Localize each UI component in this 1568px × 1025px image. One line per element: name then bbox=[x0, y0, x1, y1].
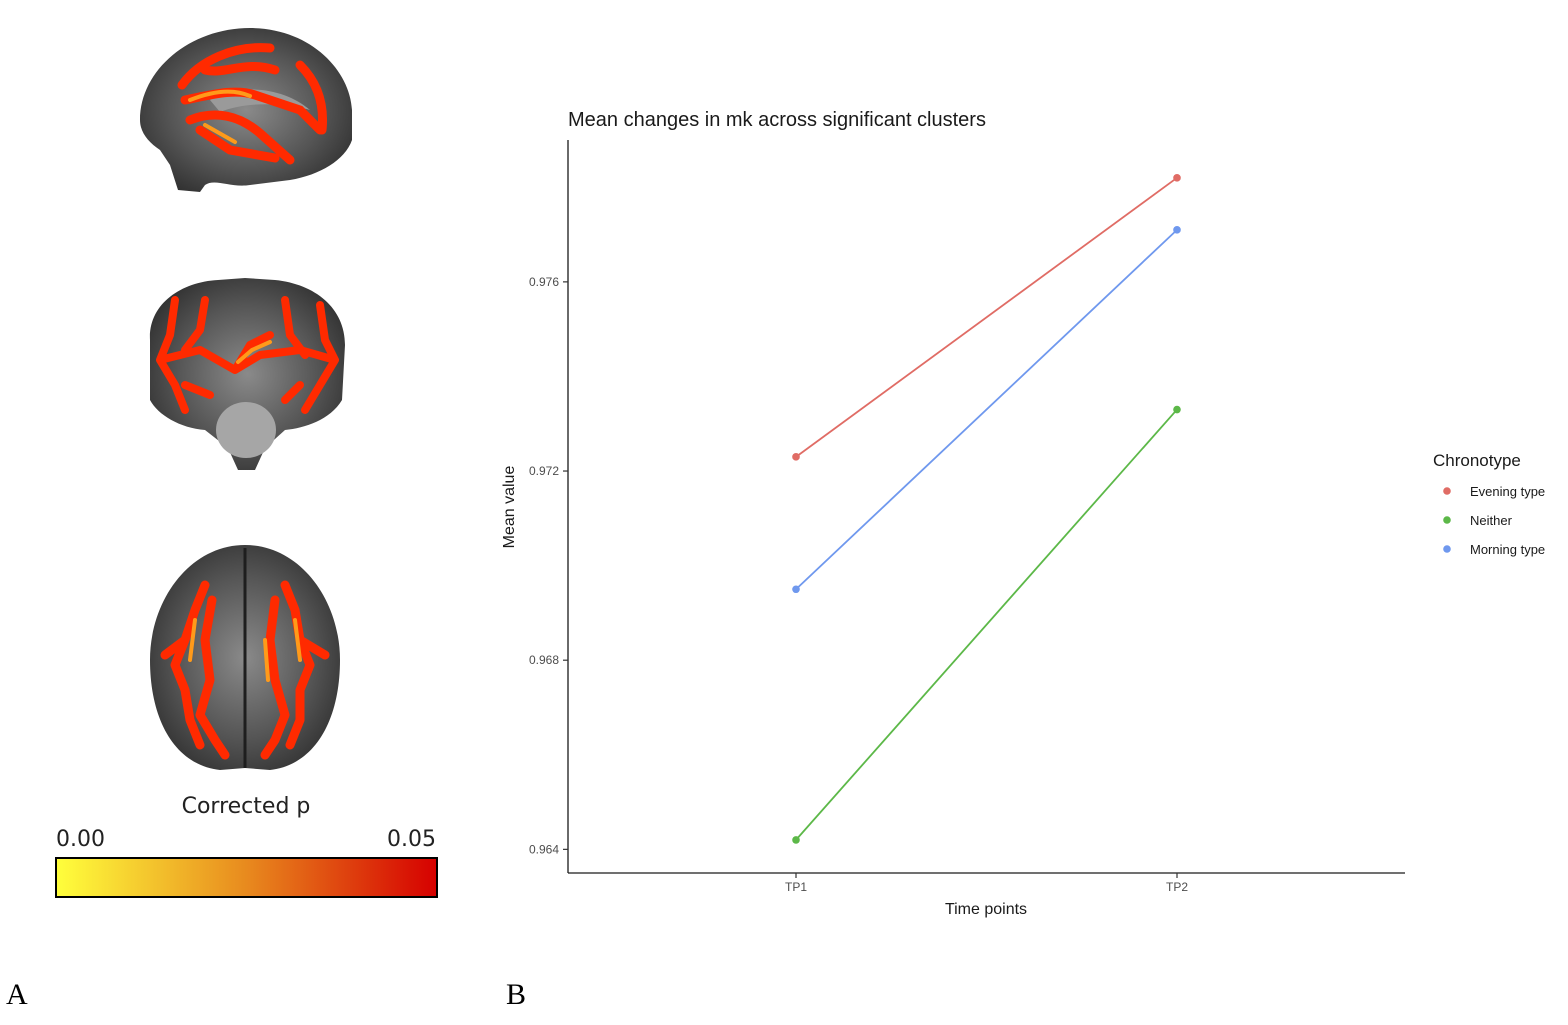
legend-label: Morning type bbox=[1470, 542, 1545, 557]
chart-title: Mean changes in mk across significant cl… bbox=[568, 109, 986, 131]
coronal-overlay-highlight bbox=[236, 340, 272, 364]
axial-overlay-left bbox=[160, 580, 230, 760]
y-tick-label: 0.968 bbox=[529, 653, 559, 667]
series-line-morning-type bbox=[795, 229, 1178, 590]
data-point bbox=[1173, 174, 1181, 182]
colorbar-min-label: 0.00 bbox=[56, 827, 105, 852]
chart-series bbox=[792, 174, 1181, 844]
brain-figure: Corrected p 0.00 0.05 bbox=[55, 28, 438, 898]
x-axis-label: Time points bbox=[945, 901, 1027, 918]
sagittal-brain-image bbox=[140, 28, 352, 192]
chart-legend: Chronotype Evening type Neither Morning ty… bbox=[1433, 451, 1545, 557]
panel-a-letter: A bbox=[6, 978, 28, 1011]
legend-label: Evening type bbox=[1470, 484, 1545, 499]
coronal-overlay bbox=[156, 296, 339, 414]
axial-overlay-right bbox=[260, 580, 330, 760]
colorbar-title: Corrected p bbox=[182, 794, 311, 819]
panel-a: Corrected p 0.00 0.05 bbox=[0, 0, 480, 940]
axial-overlay-highlight bbox=[188, 618, 302, 682]
colorbar-gradient bbox=[55, 857, 438, 898]
coronal-brain-image bbox=[149, 278, 345, 470]
legend-key bbox=[1443, 545, 1451, 553]
coronal-cerebellum bbox=[216, 402, 276, 458]
panel-b: Mean changes in mk across significant cl… bbox=[480, 0, 1568, 940]
data-point bbox=[1173, 226, 1181, 234]
panel-b-letter: B bbox=[506, 978, 527, 1011]
legend-title: Chronotype bbox=[1433, 451, 1521, 470]
data-point bbox=[1173, 405, 1181, 414]
legend-label: Neither bbox=[1470, 513, 1513, 528]
sagittal-overlay-highlight bbox=[188, 89, 252, 144]
y-axis-label: Mean value bbox=[501, 466, 518, 549]
legend-key bbox=[1443, 516, 1451, 524]
y-tick-label: 0.964 bbox=[529, 842, 559, 856]
data-point bbox=[792, 453, 800, 461]
series-line-evening-type bbox=[795, 177, 1178, 458]
series-line-neither bbox=[795, 408, 1178, 841]
line-chart: Mean changes in mk across significant cl… bbox=[501, 109, 1545, 918]
x-tick-label: TP1 bbox=[785, 880, 807, 894]
y-tick-label: 0.976 bbox=[529, 275, 559, 289]
data-point bbox=[792, 585, 800, 594]
axial-brain-image bbox=[150, 545, 340, 770]
x-tick-label: TP2 bbox=[1166, 880, 1188, 894]
colorbar-max-label: 0.05 bbox=[387, 827, 436, 852]
y-tick-label: 0.972 bbox=[529, 464, 559, 478]
data-point bbox=[792, 836, 800, 844]
chart-axes: 0.964 0.968 0.972 0.976 TP1 TP2 bbox=[529, 140, 1405, 894]
colorbar: Corrected p 0.00 0.05 bbox=[55, 794, 438, 898]
legend-key bbox=[1443, 487, 1451, 495]
